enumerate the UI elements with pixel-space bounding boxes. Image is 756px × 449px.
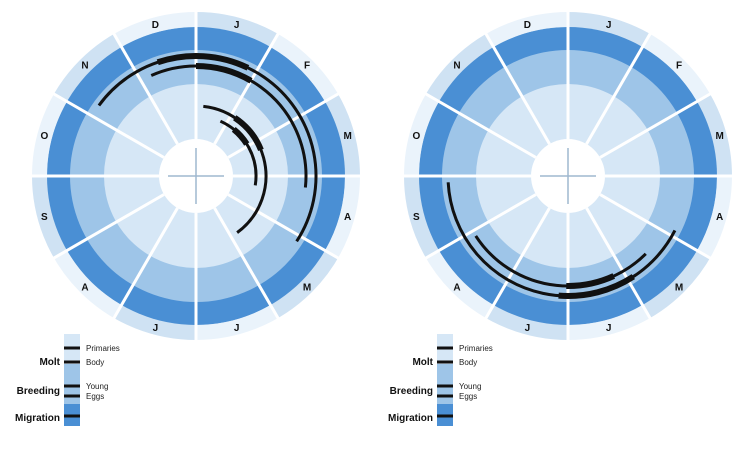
month-label: S xyxy=(41,212,48,223)
month-label: J xyxy=(525,323,531,334)
month-label: M xyxy=(343,131,351,142)
month-label: O xyxy=(40,131,48,142)
activity-track xyxy=(474,235,647,288)
activity-track-peak xyxy=(558,274,635,299)
activity-track-peak xyxy=(156,53,250,71)
legend-item-label: Eggs xyxy=(459,392,477,401)
month-label: A xyxy=(453,283,460,294)
month-label: M xyxy=(303,283,311,294)
month-sector xyxy=(642,33,711,102)
legend-item-label: Body xyxy=(86,358,104,367)
month-divider xyxy=(422,193,537,261)
legend-item-label: Body xyxy=(459,358,477,367)
activity-track-peak xyxy=(231,127,250,146)
legend-group-label: Molt xyxy=(39,357,60,368)
month-sector xyxy=(425,250,494,319)
month-label: A xyxy=(716,212,723,223)
activity-track-peak xyxy=(195,63,253,84)
month-label: N xyxy=(453,60,460,71)
month-divider xyxy=(213,207,281,322)
month-label: A xyxy=(344,212,351,223)
legend-breeding-swatch xyxy=(64,364,80,404)
month-divider xyxy=(227,193,342,261)
legend-group-label: Molt xyxy=(412,357,433,368)
month-sector xyxy=(31,93,67,176)
month-label: O xyxy=(412,131,420,142)
month-sector xyxy=(325,176,361,259)
activity-track xyxy=(150,64,308,188)
month-sector xyxy=(697,176,733,259)
month-divider xyxy=(483,30,551,145)
month-divider xyxy=(50,193,165,261)
month-sector xyxy=(270,33,339,102)
month-label: M xyxy=(715,131,723,142)
month-divider xyxy=(483,207,551,322)
month-divider xyxy=(585,30,653,145)
legend-item-label: Primaries xyxy=(86,344,120,353)
month-label: J xyxy=(234,323,240,334)
month-divider xyxy=(599,91,714,159)
outer-border xyxy=(402,10,734,342)
month-label: J xyxy=(234,20,240,31)
month-label: J xyxy=(606,20,612,31)
legend-breeding-swatch xyxy=(437,364,453,404)
legend-group-label: Migration xyxy=(15,413,60,424)
month-label: J xyxy=(153,323,159,334)
activity-track xyxy=(219,119,258,186)
outer-border xyxy=(30,10,362,342)
month-label: N xyxy=(81,60,88,71)
month-divider xyxy=(585,207,653,322)
month-sector xyxy=(568,305,651,341)
month-label: M xyxy=(675,283,683,294)
annual-cycle-wheel-left: J F M A M J J A S O N D xyxy=(29,9,363,343)
month-sector xyxy=(485,11,568,47)
activity-track xyxy=(97,54,318,243)
month-label: F xyxy=(304,60,310,71)
month-sector xyxy=(113,11,196,47)
activity-track-peak xyxy=(233,115,264,152)
month-sector xyxy=(196,305,279,341)
month-label: D xyxy=(524,20,531,31)
legend-item-label: Primaries xyxy=(459,344,493,353)
legend-item-label: Young xyxy=(86,382,108,391)
annual-cycle-wheel-right: J F M A M J J A S O N D xyxy=(401,9,735,343)
legend-group-label: Breeding xyxy=(390,386,433,397)
month-label: J xyxy=(606,323,612,334)
month-divider xyxy=(599,193,714,261)
month-divider xyxy=(111,207,179,322)
month-sector xyxy=(53,250,122,319)
month-sector xyxy=(403,93,439,176)
month-label: S xyxy=(413,212,420,223)
month-divider xyxy=(422,91,537,159)
legend-item-label: Eggs xyxy=(86,392,104,401)
month-label: A xyxy=(81,283,88,294)
month-divider xyxy=(111,30,179,145)
legend-group-label: Migration xyxy=(388,413,433,424)
activity-track xyxy=(446,182,677,298)
legend-item-label: Young xyxy=(459,382,481,391)
month-divider xyxy=(50,91,165,159)
month-label: D xyxy=(152,20,159,31)
legend-group-label: Breeding xyxy=(17,386,60,397)
activity-track xyxy=(203,104,268,234)
activity-track-peak xyxy=(566,273,616,289)
month-label: F xyxy=(676,60,682,71)
